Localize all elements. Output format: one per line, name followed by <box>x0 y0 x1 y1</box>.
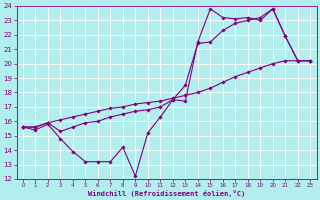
X-axis label: Windchill (Refroidissement éolien,°C): Windchill (Refroidissement éolien,°C) <box>88 190 245 197</box>
